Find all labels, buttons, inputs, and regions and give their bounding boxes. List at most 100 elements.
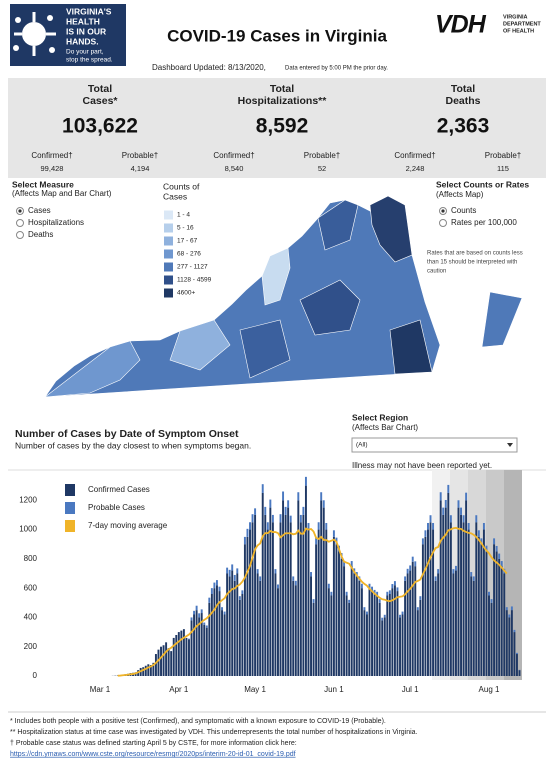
- bar: [429, 515, 432, 523]
- bar: [289, 515, 292, 523]
- badge-subtext: stop the spread.: [66, 57, 113, 64]
- radio-label[interactable]: Hospitalizations: [28, 218, 84, 227]
- kpi-part-value: 115: [497, 164, 509, 173]
- bar: [218, 586, 221, 592]
- kpi-label: Deaths: [445, 95, 480, 107]
- bar: [152, 662, 155, 676]
- bar: [439, 492, 442, 501]
- bar: [378, 602, 381, 676]
- region: [44, 340, 141, 398]
- radio[interactable]: [16, 219, 24, 227]
- logo-subtext: OF HEALTH: [503, 28, 534, 34]
- radio-label[interactable]: Cases: [28, 206, 51, 215]
- legend-swatch: [164, 288, 173, 298]
- bar: [177, 632, 180, 676]
- chart-subtitle: Number of cases by the day closest to wh…: [15, 440, 251, 450]
- y-tick-label: 1200: [19, 495, 37, 504]
- radio-label[interactable]: Rates per 100,000: [451, 218, 517, 227]
- dropdown-value[interactable]: (All): [356, 442, 368, 449]
- kpi-part-value: 52: [318, 164, 326, 173]
- bar: [172, 637, 175, 676]
- bar: [256, 573, 259, 676]
- footnote-link[interactable]: https://cdn.ymaws.com/www.cste.org/resou…: [10, 751, 296, 758]
- kpi-part-value: 8,540: [225, 164, 244, 173]
- kpi-label: Total: [88, 83, 112, 95]
- bar: [495, 545, 498, 552]
- bar: [195, 610, 198, 676]
- bar: [388, 590, 391, 594]
- badge-text: IS IN OUR: [66, 26, 106, 36]
- x-tick-label: May 1: [244, 685, 266, 694]
- bar: [460, 507, 462, 515]
- bar: [198, 617, 201, 676]
- bar: [432, 522, 435, 530]
- badge-text: HEALTH: [66, 16, 100, 26]
- bar: [485, 551, 488, 676]
- bar: [320, 492, 323, 501]
- bar: [310, 572, 312, 577]
- bar: [162, 645, 165, 676]
- kpi-part-label: Probable†: [122, 151, 158, 160]
- updated-note: Data entered by 5:00 PM the prior day.: [285, 66, 388, 72]
- region-dropdown[interactable]: [351, 437, 518, 453]
- logo-subtext: DEPARTMENT: [503, 21, 541, 27]
- bar: [391, 588, 394, 676]
- bar: [307, 522, 310, 530]
- bar: [249, 522, 251, 530]
- bar: [299, 514, 302, 523]
- bar: [429, 522, 432, 676]
- x-tick-label: Apr 1: [169, 685, 189, 694]
- bar: [513, 632, 516, 676]
- bar: [325, 522, 328, 530]
- radio-label[interactable]: Deaths: [28, 230, 53, 239]
- bar: [485, 545, 488, 552]
- bar: [238, 599, 241, 676]
- radio[interactable]: [439, 219, 447, 227]
- bar: [381, 620, 384, 676]
- kpis: TotalCases*103,622Confirmed†99,428Probab…: [31, 83, 521, 173]
- badge-text: HANDS.: [66, 36, 99, 46]
- badge-subtext: Do your part,: [66, 49, 104, 56]
- bar: [200, 613, 203, 676]
- footnote: † Probable case status was defined start…: [10, 740, 297, 747]
- radio-dot: [441, 209, 445, 213]
- bar: [454, 565, 457, 571]
- bar: [246, 528, 249, 537]
- bar: [228, 569, 231, 577]
- bar: [421, 544, 424, 676]
- radio[interactable]: [16, 231, 24, 239]
- bar: [292, 576, 295, 581]
- bar: [360, 583, 363, 589]
- bar: [287, 507, 290, 676]
- bar: [490, 602, 493, 676]
- bar: [378, 599, 381, 603]
- badge-text: VIRGINIA'S: [66, 6, 112, 16]
- bar: [373, 594, 376, 676]
- bar: [393, 581, 396, 586]
- bar: [449, 515, 452, 523]
- bar: [269, 499, 272, 508]
- bar: [215, 585, 218, 676]
- rates-note: caution: [427, 269, 446, 275]
- bar: [437, 573, 440, 676]
- chart: 0 200 400 600 800 1000 1200 Mar 1 Apr 1 May 1 Jun …: [19, 476, 521, 694]
- page-title: COVID-19 Cases in Virginia: [167, 26, 387, 45]
- bar: [472, 580, 475, 676]
- bar: [182, 629, 185, 676]
- bar: [409, 570, 412, 676]
- bar: [259, 576, 262, 581]
- bar: [498, 558, 501, 676]
- radio-label[interactable]: Counts: [451, 206, 476, 215]
- bar: [409, 565, 412, 571]
- bar: [304, 476, 307, 486]
- dropdown-arrow: [507, 443, 513, 447]
- region-note: Illness may not have been reported yet.: [352, 461, 492, 470]
- bar: [277, 588, 279, 676]
- bar: [401, 611, 404, 615]
- bar: [470, 576, 473, 676]
- kpi-part-value: 4,194: [131, 164, 150, 173]
- region: [239, 319, 291, 379]
- bar: [249, 529, 251, 676]
- bar: [437, 569, 440, 574]
- bar: [279, 522, 282, 676]
